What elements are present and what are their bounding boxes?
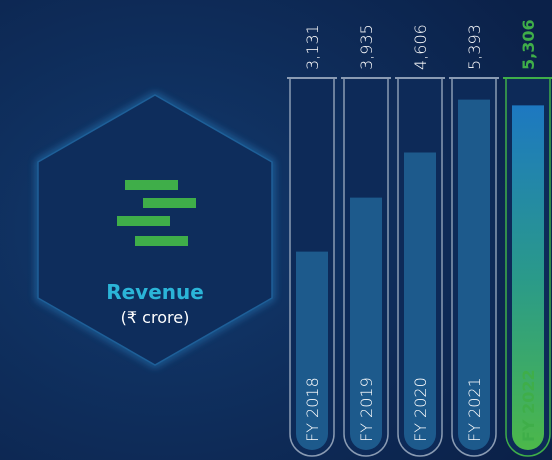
bar: [512, 105, 544, 450]
revenue-icon: [117, 180, 196, 246]
category-label: FY 2019: [357, 377, 376, 442]
value-label: 3,131: [303, 24, 322, 70]
value-label: 5,393: [465, 24, 484, 70]
bar: [404, 152, 436, 450]
bar: [296, 251, 328, 450]
category-label: FY 2021: [465, 377, 484, 442]
category-label: FY 2018: [303, 377, 322, 442]
hexagon: [36, 92, 274, 368]
category-label: FY 2022: [519, 369, 538, 442]
value-label: 4,606: [411, 24, 430, 70]
chart-subtitle: (₹ crore): [121, 308, 190, 327]
bar: [350, 197, 382, 450]
bar: [458, 99, 490, 451]
value-label: 5,306: [519, 19, 538, 70]
chart-title: Revenue: [106, 280, 204, 304]
value-label: 3,935: [357, 24, 376, 70]
category-label: FY 2020: [411, 377, 430, 442]
